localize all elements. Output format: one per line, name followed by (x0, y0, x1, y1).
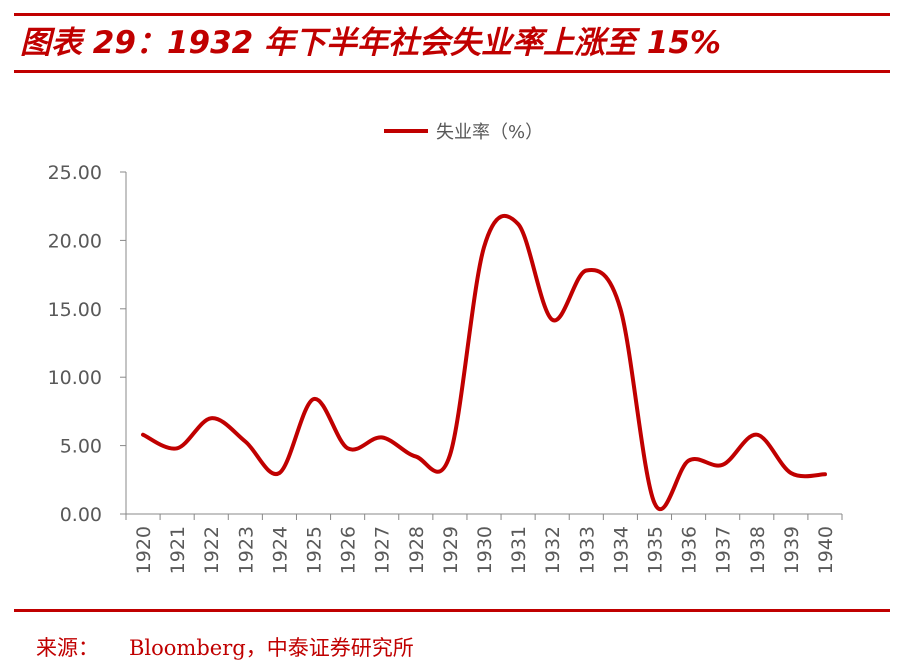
x-tick-label: 1939 (781, 526, 803, 574)
data-point-1935 (652, 501, 656, 505)
title-rule-top (14, 13, 890, 16)
x-tick-label: 1940 (815, 526, 837, 574)
x-tick-label: 1932 (542, 526, 564, 574)
x-tick-label: 1928 (406, 526, 428, 574)
x-tick-label: 1935 (644, 526, 666, 574)
data-point-1937 (721, 463, 725, 467)
legend: 失业率（%） (384, 122, 543, 143)
data-point-1929 (448, 453, 452, 457)
y-tick-label: 20.00 (48, 230, 102, 252)
x-tick-label: 1927 (372, 526, 394, 574)
x-axis: 1920 1921 1922 1923 1924 1925 1926 1927 1928 1929… (125, 513, 843, 574)
source-text: Bloomberg，中泰证券研究所 (129, 636, 414, 660)
title-rule-bottom (14, 70, 890, 73)
y-tick-label: 0.00 (60, 504, 102, 526)
data-point-1922 (209, 416, 213, 420)
x-tick-label: 1938 (747, 526, 769, 574)
x-tick-label: 1934 (610, 526, 632, 574)
x-tick-label: 1930 (474, 526, 496, 574)
page-title: 图表 29：1932 年下半年社会失业率上涨至 15% (20, 25, 721, 61)
data-point-1930 (482, 245, 486, 249)
series-line-0 (141, 214, 827, 512)
x-tick-label: 1921 (167, 526, 189, 574)
x-tick-label: 1933 (576, 526, 598, 574)
x-tick-label: 1925 (304, 526, 326, 574)
x-tick-label: 1937 (713, 526, 735, 574)
data-point-1925 (312, 397, 316, 401)
x-tick-label: 1936 (679, 526, 701, 574)
y-tick-label: 15.00 (48, 299, 102, 321)
data-point-1940 (823, 472, 827, 476)
y-tick-label: 5.00 (60, 436, 102, 458)
data-point-1938 (755, 433, 759, 437)
x-tick-label: 1931 (508, 526, 530, 574)
data-point-1931 (516, 222, 520, 226)
data-point-1927 (380, 435, 384, 439)
x-tick-label: 1922 (201, 526, 223, 574)
data-point-1936 (687, 459, 691, 463)
data-point-1928 (414, 455, 418, 459)
data-point-1926 (346, 446, 350, 450)
data-point-1920 (141, 433, 145, 437)
data-point-1934 (618, 307, 622, 311)
x-tick-label: 1929 (440, 526, 462, 574)
data-point-1923 (243, 439, 247, 443)
data-point-1939 (789, 471, 793, 475)
data-point-1932 (550, 318, 554, 322)
x-tick-label: 1920 (133, 526, 155, 574)
x-tick-label: 1923 (235, 526, 257, 574)
legend-label: 失业率（%） (436, 122, 543, 143)
x-tick-label: 1924 (269, 526, 291, 574)
data-point-1921 (175, 446, 179, 450)
data-point-1933 (584, 268, 588, 272)
x-tick-label: 1926 (338, 526, 360, 574)
y-tick-label: 10.00 (48, 367, 102, 389)
y-tick-label: 25.00 (48, 162, 102, 184)
y-axis: 0.00 5.00 10.00 15.00 20.00 25.00 (48, 162, 127, 526)
source-note: 来源： Bloomberg，中泰证券研究所 (36, 632, 414, 662)
footer-rule (14, 609, 890, 612)
source-label: 来源： (36, 636, 99, 660)
unemployment-line-chart: 失业率（%） 0.00 5.00 10.00 15.00 20.00 25.00 1920… (48, 122, 843, 574)
data-point-1924 (277, 471, 281, 475)
series-group (141, 214, 827, 512)
